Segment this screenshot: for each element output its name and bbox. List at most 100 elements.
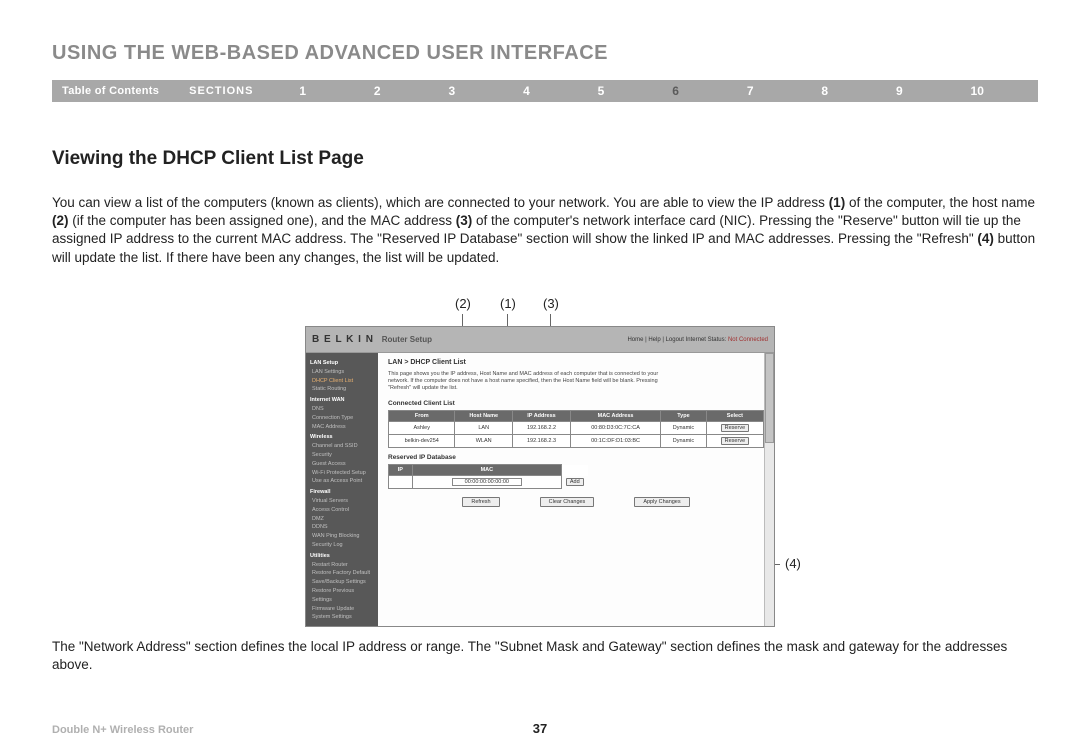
reserved-heading: Reserved IP Database — [388, 454, 764, 461]
callout-3: (3) — [543, 296, 559, 311]
mac-input[interactable]: 00:00:00:00:00:00 — [452, 478, 522, 486]
nav-4[interactable]: 4 — [523, 84, 530, 98]
reserve-button[interactable]: Reserve — [721, 437, 749, 445]
sidebar-item[interactable]: LAN Settings — [310, 368, 374, 377]
sidebar-item[interactable]: Wi-Fi Protected Setup — [310, 469, 374, 478]
sidebar-item[interactable]: DDNS — [310, 523, 374, 532]
resv-col-ip: IP — [389, 465, 413, 476]
nav-7[interactable]: 7 — [747, 84, 754, 98]
reserve-button[interactable]: Reserve — [721, 424, 749, 432]
hdr-links-text[interactable]: Home | Help | Logout Internet Status: — [627, 337, 728, 343]
sidebar-item[interactable]: DHCP Client List — [310, 377, 374, 386]
client-cell: 00:1C:DF:D1:03:BC — [571, 435, 661, 448]
p1b1: (1) — [829, 195, 846, 210]
client-table: FromHost NameIP AddressMAC AddressTypeSe… — [388, 410, 764, 448]
brand-logo: B E L K I N — [312, 334, 374, 345]
reserved-table: IP MAC 00:00:00:00:00:00 Add — [388, 464, 588, 489]
sidebar-item[interactable]: Static Routing — [310, 385, 374, 394]
sidebar-heading: Utilities — [310, 552, 374, 561]
nav-2[interactable]: 2 — [374, 84, 381, 98]
sidebar-item[interactable]: Virtual Servers — [310, 497, 374, 506]
sidebar-item[interactable]: System Settings — [310, 613, 374, 622]
breadcrumb: LAN > DHCP Client List — [388, 359, 764, 366]
client-col-header: MAC Address — [571, 411, 661, 422]
page-title: USING THE WEB-BASED ADVANCED USER INTERF… — [52, 42, 608, 65]
router-sidebar: LAN SetupLAN SettingsDHCP Client ListSta… — [306, 353, 378, 626]
sidebar-heading: Internet WAN — [310, 396, 374, 405]
client-cell: LAN — [455, 422, 513, 435]
nav-1[interactable]: 1 — [299, 84, 306, 98]
sidebar-item[interactable]: Channel and SSID — [310, 442, 374, 451]
apply-changes-button[interactable]: Apply Changes — [634, 497, 689, 507]
nav-8[interactable]: 8 — [821, 84, 828, 98]
footer-product: Double N+ Wireless Router — [52, 724, 193, 736]
internet-status: Not Connected — [728, 337, 768, 343]
scrollbar[interactable] — [764, 353, 774, 626]
table-row: belkin-dev254WLAN192.168.2.300:1C:DF:D1:… — [389, 435, 764, 448]
sidebar-item[interactable]: Save/Backup Settings — [310, 578, 374, 587]
router-setup-label: Router Setup — [382, 335, 432, 344]
sidebar-item[interactable]: Access Control — [310, 506, 374, 515]
client-cell: belkin-dev254 — [389, 435, 455, 448]
nav-5[interactable]: 5 — [598, 84, 605, 98]
sidebar-item[interactable]: Firmware Update — [310, 605, 374, 614]
section-heading: Viewing the DHCP Client List Page — [52, 148, 364, 170]
callout-4: (4) — [785, 556, 801, 571]
scroll-thumb[interactable] — [765, 353, 774, 443]
client-col-header: Host Name — [455, 411, 513, 422]
callout-2: (2) — [455, 296, 471, 311]
nav-10[interactable]: 10 — [971, 84, 984, 98]
nav-3[interactable]: 3 — [449, 84, 456, 98]
p1b4: (4) — [977, 231, 994, 246]
sections-nav: Table of Contents SECTIONS 1 2 3 4 5 6 7… — [52, 80, 1038, 102]
sidebar-item[interactable]: DMZ — [310, 515, 374, 524]
client-cell: 192.168.2.2 — [512, 422, 570, 435]
add-button[interactable]: Add — [566, 478, 584, 486]
figure: (2) (1) (3) (4) B E L K I N Router Setup… — [305, 296, 775, 597]
router-main: LAN > DHCP Client List This page shows y… — [378, 353, 774, 626]
sidebar-item[interactable]: Security Log — [310, 541, 374, 550]
sidebar-item[interactable]: Restart Router — [310, 561, 374, 570]
nav-items: 1 2 3 4 5 6 7 8 9 10 — [265, 84, 1038, 98]
sidebar-item[interactable]: Guest Access — [310, 460, 374, 469]
client-col-header: From — [389, 411, 455, 422]
client-cell: WLAN — [455, 435, 513, 448]
sidebar-item[interactable]: DNS — [310, 405, 374, 414]
toc-link[interactable]: Table of Contents — [52, 85, 169, 97]
client-cell: 00:80:D3:0C:7C:CA — [571, 422, 661, 435]
client-col-header: Select — [706, 411, 763, 422]
nav-9[interactable]: 9 — [896, 84, 903, 98]
router-screenshot: B E L K I N Router Setup Home | Help | L… — [305, 326, 775, 627]
sidebar-item[interactable]: Restore Factory Default — [310, 569, 374, 578]
p1a: You can view a list of the computers (kn… — [52, 195, 829, 210]
resv-mac-cell: 00:00:00:00:00:00 — [412, 476, 561, 489]
sidebar-heading: Firewall — [310, 488, 374, 497]
sidebar-heading: Wireless — [310, 433, 374, 442]
sidebar-item[interactable]: Security — [310, 451, 374, 460]
client-cell: Dynamic — [661, 435, 707, 448]
sidebar-item[interactable]: Restore Previous Settings — [310, 587, 374, 605]
connected-heading: Connected Client List — [388, 400, 764, 407]
sections-label: SECTIONS — [169, 85, 265, 97]
clear-changes-button[interactable]: Clear Changes — [540, 497, 595, 507]
client-col-header: Type — [661, 411, 707, 422]
p1c: of the computer, the host name — [845, 195, 1035, 210]
sidebar-item[interactable]: Connection Type — [310, 414, 374, 423]
client-cell: Reserve — [706, 422, 763, 435]
resv-ip-cell — [389, 476, 413, 489]
p1b3: (3) — [456, 213, 473, 228]
callout-1: (1) — [500, 296, 516, 311]
sidebar-item[interactable]: WAN Ping Blocking — [310, 532, 374, 541]
refresh-button[interactable]: Refresh — [462, 497, 499, 507]
header-links: Home | Help | Logout Internet Status: No… — [627, 337, 768, 343]
page-desc: This page shows you the IP address, Host… — [388, 371, 668, 392]
sidebar-item[interactable]: MAC Address — [310, 423, 374, 432]
sidebar-item[interactable]: Use as Access Point — [310, 477, 374, 486]
client-cell: Reserve — [706, 435, 763, 448]
nav-6[interactable]: 6 — [672, 84, 679, 98]
client-cell: Dynamic — [661, 422, 707, 435]
client-cell: 192.168.2.3 — [512, 435, 570, 448]
action-row: Refresh Clear Changes Apply Changes — [388, 497, 764, 507]
client-col-header: IP Address — [512, 411, 570, 422]
table-row: AshleyLAN192.168.2.200:80:D3:0C:7C:CADyn… — [389, 422, 764, 435]
